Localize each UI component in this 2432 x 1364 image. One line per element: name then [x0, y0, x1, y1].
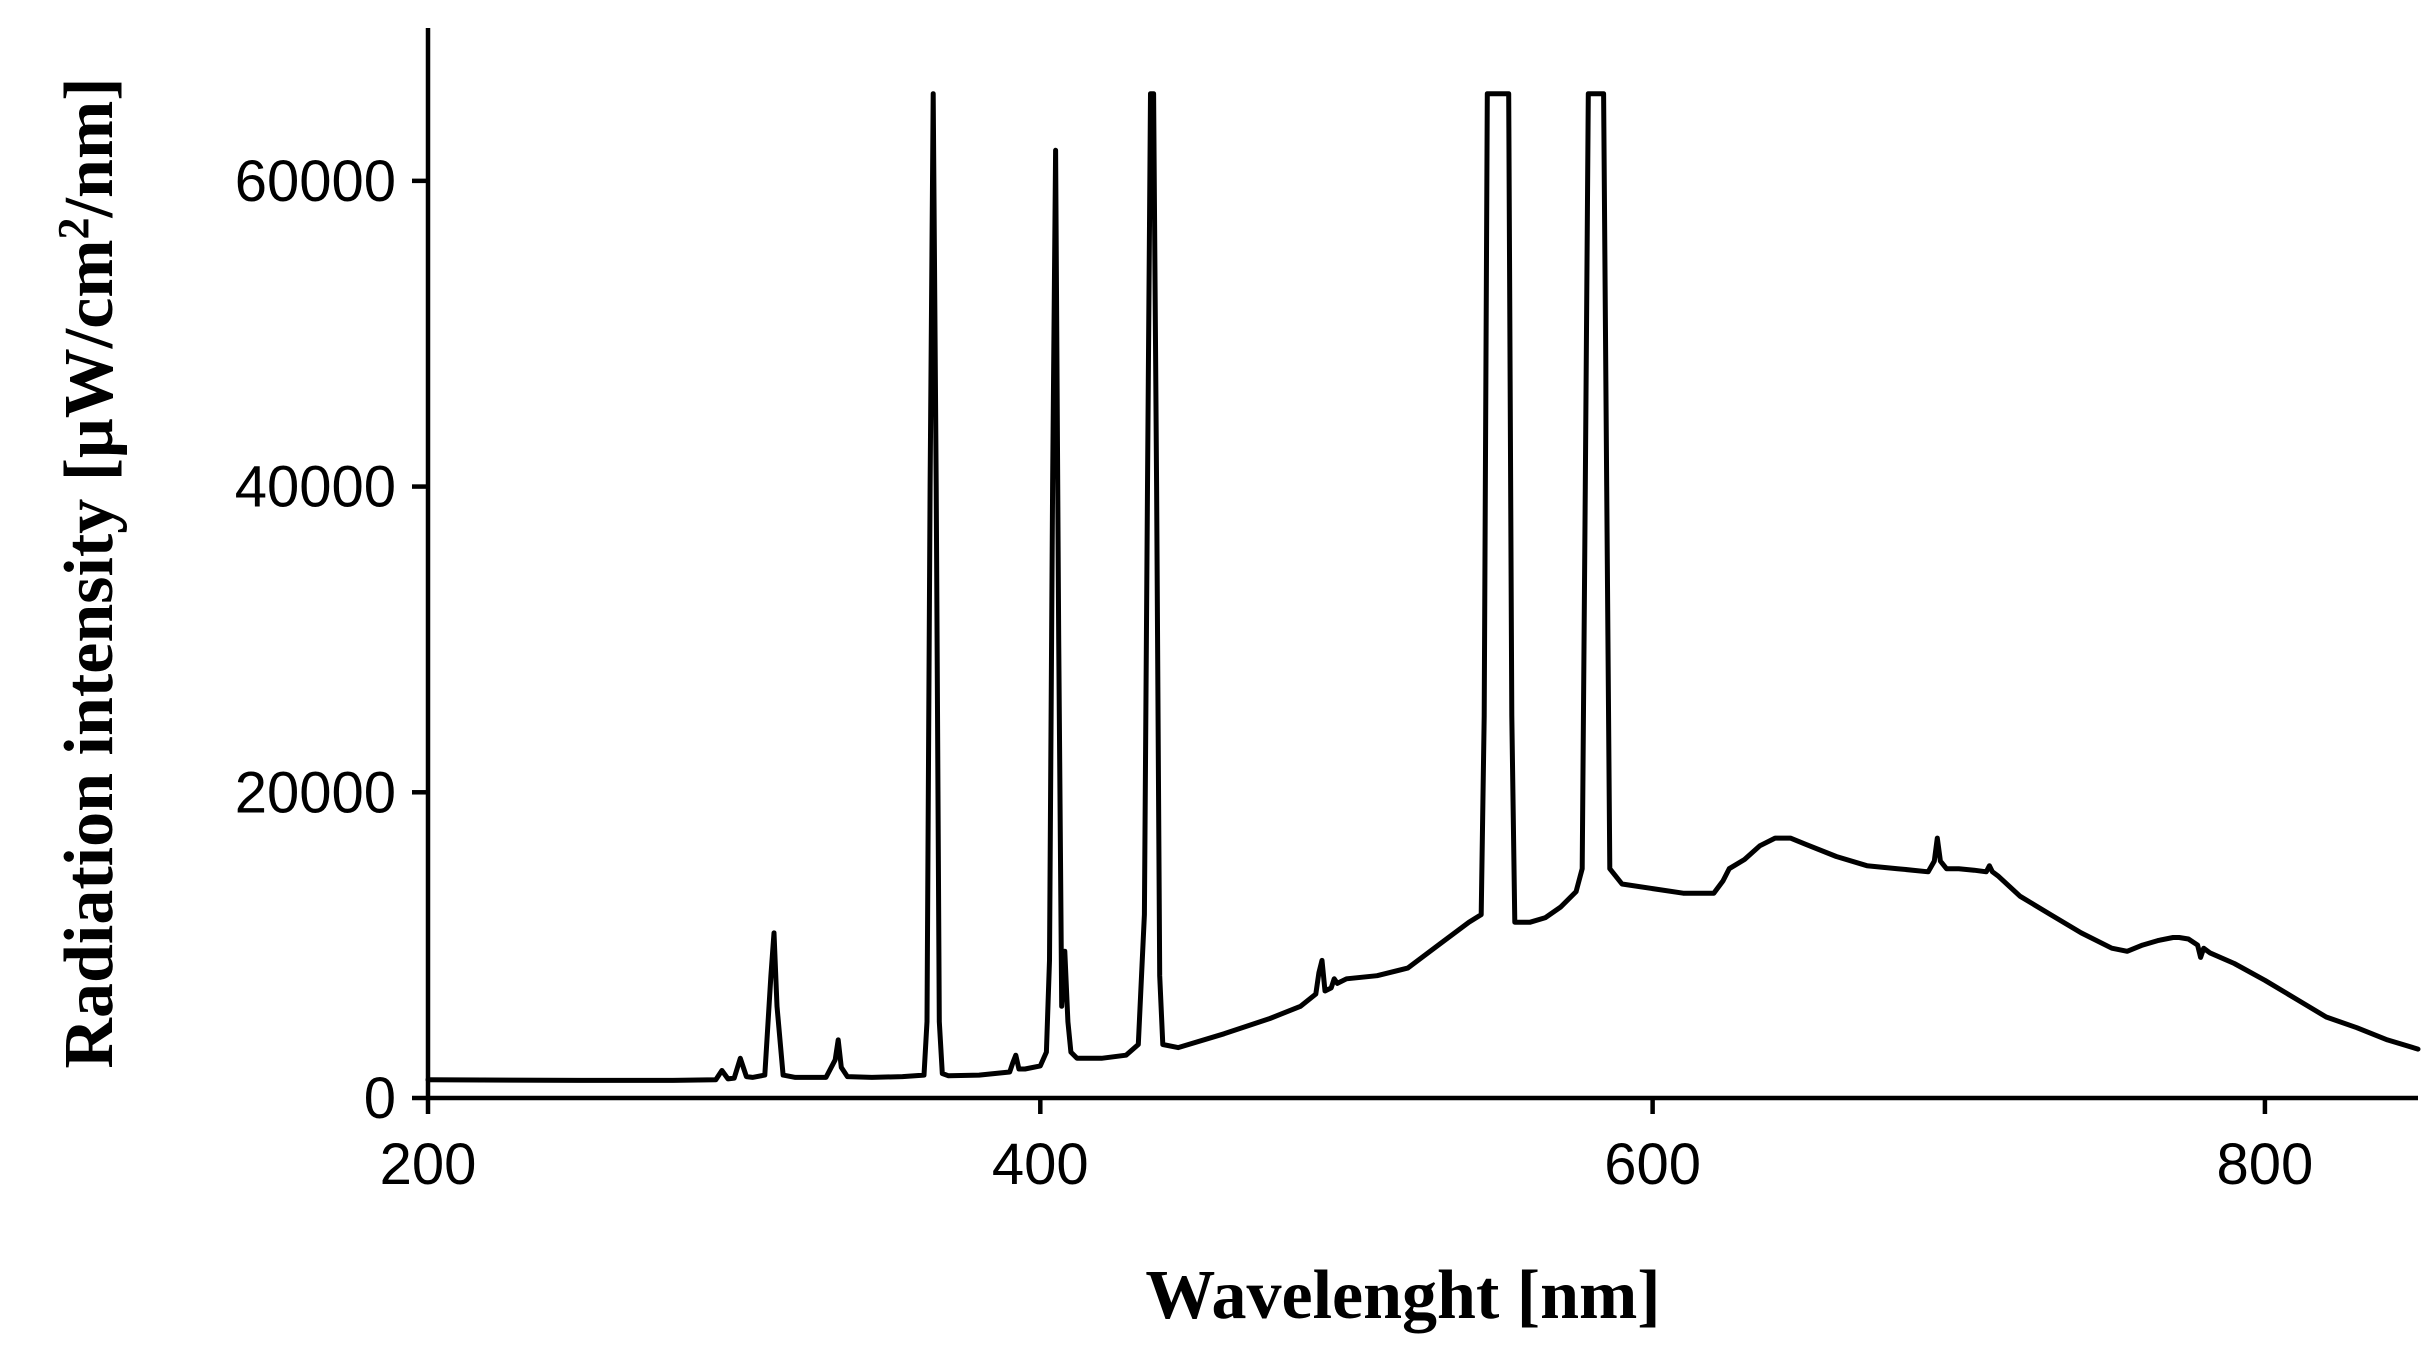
ticks-layer: 200 400 600 800 0 20000 40000 60000	[235, 149, 2314, 1197]
x-tick-label: 600	[1604, 1132, 1701, 1197]
spectrum-series-line	[425, 91, 2421, 1083]
x-tick-label: 200	[380, 1132, 477, 1197]
x-axis-title: Wavelenght [nm]	[1145, 1257, 1660, 1334]
series-layer	[425, 91, 2421, 1083]
y-axis-title-main: Radiation intensity [μW/cm	[51, 239, 128, 1068]
y-tick-label: 20000	[235, 760, 396, 825]
y-tick-label: 0	[364, 1066, 396, 1131]
x-tick-label: 400	[992, 1132, 1089, 1197]
x-tick-label: 800	[2217, 1132, 2314, 1197]
y-axis-title-unit-tail: /nm]	[51, 77, 128, 218]
y-tick-label: 40000	[235, 455, 396, 520]
axes-layer	[425, 28, 2418, 1101]
y-tick-label: 60000	[235, 149, 396, 214]
y-axis-title-superscript: 2	[49, 217, 98, 239]
y-axis-title: Radiation intensity [μW/cm2/nm]	[49, 77, 129, 1068]
